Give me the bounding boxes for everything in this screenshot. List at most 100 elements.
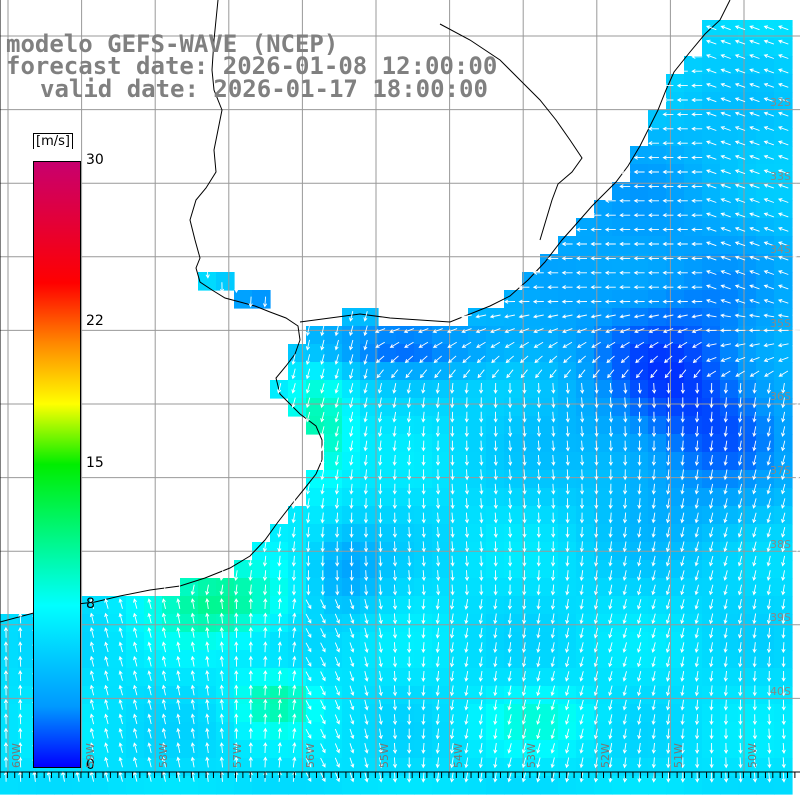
- wind-arrow: [421, 570, 426, 582]
- wind-arrow: [533, 341, 544, 348]
- wind-arrow: [723, 642, 728, 654]
- wind-arrow: [709, 512, 714, 524]
- speed-cell: [612, 722, 631, 741]
- wind-arrow: [378, 656, 383, 668]
- wind-arrow: [694, 555, 699, 567]
- wind-arrow: [407, 512, 412, 524]
- wind-arrow: [648, 169, 659, 175]
- speed-cell: [648, 722, 667, 741]
- wind-arrow: [561, 314, 573, 319]
- speed-cell: [540, 560, 559, 579]
- wind-arrow: [637, 541, 642, 553]
- speed-cell: [756, 488, 775, 507]
- wind-arrow: [118, 727, 123, 739]
- speed-cell: [576, 776, 595, 795]
- speed-cell: [576, 380, 595, 399]
- wind-arrow: [190, 684, 195, 696]
- wind-arrow: [436, 498, 441, 510]
- speed-cell: [738, 290, 757, 309]
- wind-arrow: [161, 698, 166, 710]
- wind-arrow: [505, 355, 514, 364]
- speed-cell: [612, 704, 631, 723]
- wind-arrow: [619, 285, 631, 290]
- wind-arrow: [593, 714, 599, 726]
- wind-arrow: [778, 198, 789, 203]
- wind-arrow: [691, 97, 703, 103]
- wind-arrow: [349, 627, 355, 639]
- wind-arrow: [792, 97, 800, 102]
- wind-arrow: [547, 299, 559, 304]
- wind-arrow: [378, 728, 383, 740]
- wind-arrow: [576, 241, 587, 247]
- wind-arrow: [666, 728, 671, 740]
- wind-arrow: [580, 397, 585, 409]
- speed-cell: [540, 596, 559, 615]
- speed-cell: [18, 740, 37, 759]
- wind-arrow: [349, 656, 355, 668]
- wind-arrow: [648, 213, 659, 218]
- wind-arrow: [622, 699, 627, 711]
- wind-arrow: [550, 685, 555, 697]
- speed-cell: [486, 776, 505, 795]
- wind-arrow: [738, 411, 743, 423]
- speed-cell: [612, 686, 631, 705]
- wind-arrow: [536, 671, 541, 682]
- wind-arrow: [490, 328, 501, 334]
- wind-arrow: [651, 757, 656, 769]
- speed-cell: [594, 506, 613, 525]
- wind-arrow: [691, 169, 703, 175]
- wind-arrow: [662, 285, 674, 290]
- wind-arrow: [349, 440, 354, 452]
- wind-arrow: [407, 469, 412, 481]
- wind-arrow: [550, 555, 556, 567]
- wind-arrow: [734, 126, 746, 131]
- speed-cell: [108, 632, 127, 651]
- wind-arrow: [377, 397, 383, 409]
- wind-arrow: [421, 541, 426, 553]
- wind-arrow: [147, 713, 152, 725]
- speed-cell: [360, 740, 379, 759]
- wind-arrow: [493, 454, 498, 466]
- wind-arrow: [234, 598, 239, 610]
- speed-cell: [90, 740, 109, 759]
- speed-cell: [90, 668, 109, 687]
- wind-arrow: [434, 369, 442, 379]
- wind-arrow: [305, 642, 312, 653]
- wind-arrow: [723, 699, 728, 711]
- speed-cell: [630, 686, 649, 705]
- speed-cell: [180, 614, 199, 633]
- speed-cell: [684, 614, 703, 633]
- wind-arrow: [3, 756, 8, 768]
- speed-cell: [234, 776, 253, 795]
- wind-arrow: [435, 714, 440, 726]
- speed-cell: [540, 740, 559, 759]
- wind-arrow: [320, 772, 326, 783]
- wind-arrow: [508, 454, 513, 466]
- speed-cell: [684, 164, 703, 183]
- wind-arrow: [549, 369, 557, 379]
- wind-arrow: [292, 670, 297, 682]
- wind-arrow: [536, 526, 541, 538]
- wind-arrow: [536, 757, 541, 769]
- speed-cell: [648, 506, 667, 525]
- speed-cell: [720, 704, 739, 723]
- wind-arrow: [464, 469, 470, 481]
- speed-cell: [540, 362, 559, 381]
- wind-arrow: [608, 584, 613, 596]
- wind-arrow: [376, 355, 385, 364]
- speed-cell: [540, 632, 559, 651]
- wind-arrow: [392, 627, 398, 639]
- wind-arrow: [464, 757, 469, 769]
- wind-arrow: [666, 714, 671, 726]
- wind-arrow: [234, 756, 239, 768]
- wind-arrow: [334, 671, 340, 682]
- wind-arrow: [118, 684, 123, 696]
- wind-arrow: [478, 671, 483, 682]
- speed-cell: [702, 632, 721, 651]
- wind-arrow: [763, 241, 775, 247]
- speed-cell: [288, 362, 307, 381]
- wind-arrow: [665, 656, 670, 668]
- speed-cell: [630, 704, 649, 723]
- wind-arrow: [507, 584, 512, 596]
- speed-cell: [108, 614, 127, 633]
